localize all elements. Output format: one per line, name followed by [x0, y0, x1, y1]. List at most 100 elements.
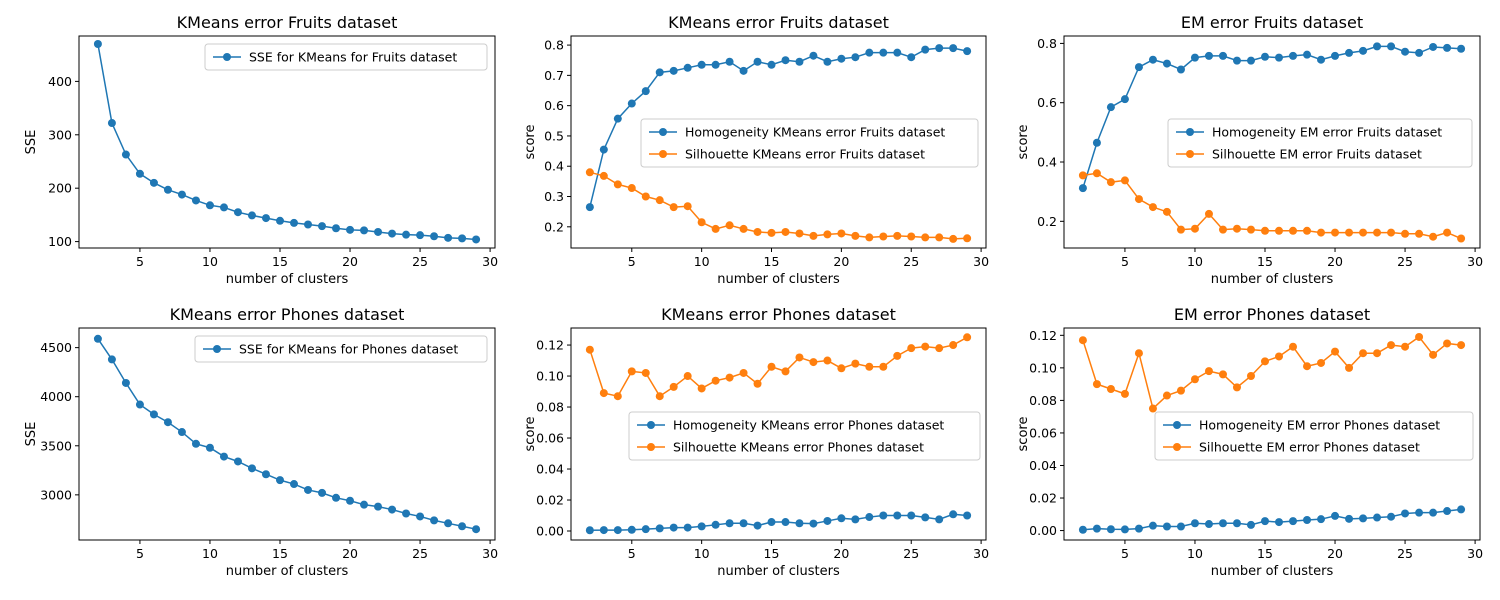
data-point — [935, 44, 944, 53]
data-point — [1232, 56, 1241, 65]
y-axis-label: SSE — [24, 422, 39, 447]
data-point — [135, 169, 144, 178]
data-point — [753, 521, 762, 530]
chart-title: KMeans error Fruits dataset — [668, 13, 889, 32]
legend-label: Silhouette EM error Fruits dataset — [1212, 147, 1422, 162]
data-point — [1204, 367, 1213, 376]
x-tick-label: 10 — [1187, 254, 1203, 269]
data-point — [683, 202, 692, 211]
data-point — [921, 45, 930, 54]
data-point — [247, 211, 256, 220]
data-point — [1331, 228, 1340, 237]
data-point — [879, 511, 888, 520]
legend-box — [194, 335, 488, 363]
data-point — [1218, 370, 1227, 379]
series-1 — [585, 510, 972, 535]
legend-label: Homogeneity KMeans error Fruits dataset — [685, 125, 945, 140]
data-point — [107, 355, 116, 364]
data-point — [1176, 522, 1185, 531]
data-point — [1415, 48, 1424, 57]
data-point — [669, 66, 678, 75]
data-point — [276, 476, 284, 485]
data-point — [472, 235, 481, 244]
data-point — [627, 99, 636, 108]
axes-frame — [570, 327, 987, 541]
data-point — [1261, 52, 1269, 61]
y-tick-label: 400 — [48, 74, 72, 89]
data-point — [1331, 511, 1340, 520]
data-point — [1092, 380, 1101, 389]
data-point — [1415, 332, 1424, 341]
data-point — [795, 519, 804, 528]
legend-marker — [647, 421, 655, 429]
data-point — [1162, 391, 1171, 400]
data-point — [949, 44, 958, 53]
data-point — [402, 230, 411, 239]
axes-frame — [78, 35, 496, 249]
data-point — [725, 57, 734, 66]
data-point — [641, 87, 650, 96]
data-point — [290, 480, 298, 489]
x-tick-label: 5 — [136, 546, 144, 561]
data-point — [1275, 518, 1283, 527]
chart-title: KMeans error Phones dataset — [170, 305, 405, 324]
series-line — [589, 513, 968, 531]
y-tick-label: 0.02 — [1029, 491, 1057, 506]
y-tick-label: 0.10 — [1029, 360, 1057, 375]
y-tick-label: 0.3 — [544, 189, 564, 204]
data-point — [683, 372, 692, 381]
legend-label: Silhouette EM error Phones dataset — [1199, 440, 1420, 455]
data-point — [205, 443, 214, 452]
data-point — [921, 342, 930, 351]
data-point — [1373, 513, 1382, 522]
data-point — [851, 53, 860, 62]
legend-box — [628, 411, 981, 461]
data-point — [781, 227, 790, 236]
y-tick-label: 0.04 — [1029, 458, 1057, 473]
data-point — [233, 457, 242, 466]
series-2 — [585, 168, 972, 243]
data-point — [1373, 349, 1382, 358]
y-tick-label: 0.12 — [536, 338, 564, 353]
data-point — [613, 526, 622, 535]
data-point — [1092, 169, 1101, 178]
series-line — [97, 338, 477, 530]
x-tick-label: 15 — [272, 254, 288, 269]
data-point — [823, 356, 832, 365]
data-point — [388, 505, 397, 514]
data-point — [599, 526, 608, 535]
data-point — [346, 225, 355, 234]
axes-frame — [570, 35, 987, 249]
data-point — [1246, 520, 1255, 529]
y-tick-label: 0.00 — [536, 524, 564, 539]
data-point — [1401, 342, 1410, 351]
data-point — [1317, 55, 1326, 64]
data-point — [809, 358, 818, 367]
chart-title: KMeans error Phones dataset — [661, 305, 896, 324]
data-point — [1303, 50, 1312, 59]
data-point — [949, 341, 958, 350]
data-point — [739, 519, 748, 528]
data-point — [949, 234, 958, 243]
y-tick-label: 4000 — [40, 389, 72, 404]
data-point — [416, 231, 425, 240]
data-point — [697, 384, 706, 393]
legend-marker — [1186, 128, 1194, 136]
data-point — [1359, 349, 1368, 358]
y-tick-label: 0.6 — [544, 98, 564, 113]
data-point — [935, 344, 944, 353]
data-point — [1106, 178, 1115, 187]
data-point — [935, 233, 944, 242]
data-point — [753, 57, 762, 66]
data-point — [1190, 375, 1199, 384]
data-point — [1387, 341, 1396, 350]
data-point — [1148, 55, 1157, 64]
data-point — [374, 502, 383, 511]
data-point — [921, 233, 930, 242]
series-line — [1082, 45, 1462, 189]
data-point — [893, 351, 902, 360]
data-point — [1331, 347, 1340, 356]
data-point — [205, 201, 214, 210]
